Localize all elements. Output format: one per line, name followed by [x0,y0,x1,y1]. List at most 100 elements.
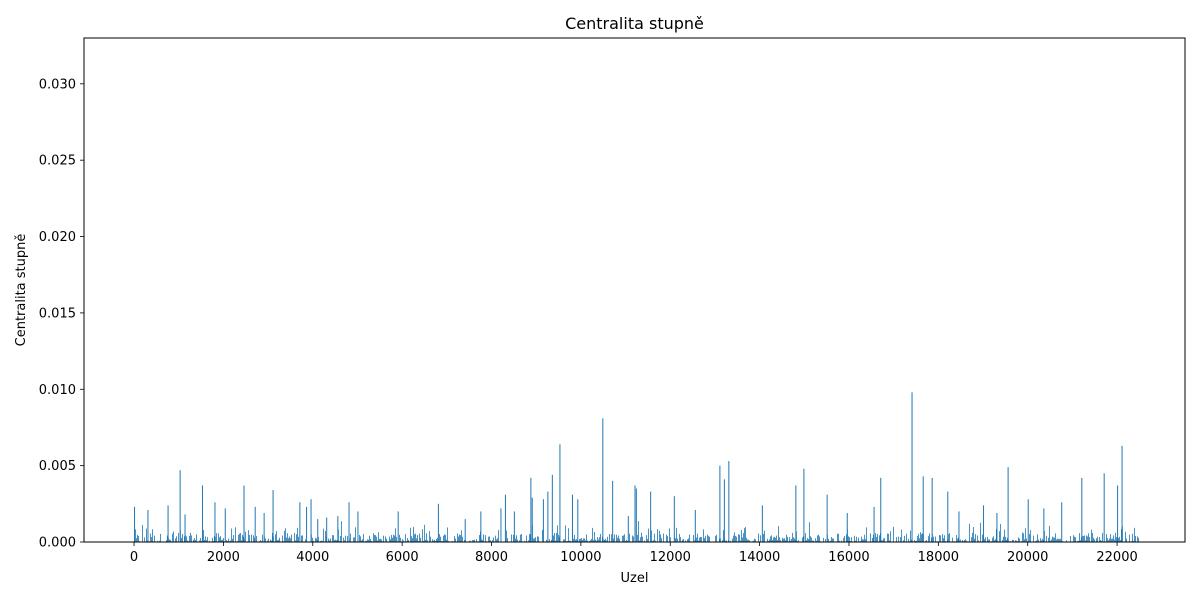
bar-minor [1048,537,1049,542]
bar-minor [383,535,384,542]
bar-minor [270,539,271,542]
bar-minor [437,537,438,542]
bar-minor [741,530,742,542]
bar-peak [947,491,949,542]
chart-title: Centralita stupně [565,14,704,33]
bar-minor [245,531,246,542]
bar-minor [290,538,291,542]
bar-peak [167,505,169,542]
bar-peak [464,519,466,542]
bar-minor [203,529,204,542]
bar-minor [354,537,355,542]
plot-area [84,38,1185,542]
bar-minor [396,536,397,542]
bar-minor [417,535,418,542]
bar-peak [931,477,933,542]
bar-minor [390,539,391,542]
bar-minor [655,540,656,542]
bar-minor [862,539,863,542]
bar-minor [1099,537,1100,542]
bar-minor [1112,538,1113,542]
bar-minor [1092,533,1093,542]
bar-minor [576,539,577,542]
bar-minor [249,534,250,542]
bar-minor [771,535,772,542]
bar-minor [414,534,415,542]
bar-minor [448,540,449,542]
bar-minor [323,528,324,542]
bar-peak [306,506,308,542]
bar-minor [632,535,633,542]
bar-minor [452,540,453,542]
bar-minor [1121,529,1122,542]
bar-minor [422,529,423,542]
bar-minor [1056,539,1057,542]
bar-minor [793,537,794,542]
bar-minor [1075,537,1076,542]
bar-minor [647,538,648,542]
bar-minor [705,535,706,542]
bar-minor [701,537,702,542]
bar-peak [911,392,913,542]
bar-minor [483,534,484,542]
bar-minor [789,537,790,542]
bar-minor [1083,535,1084,542]
bar-minor [969,523,970,542]
bar-minor [682,539,683,542]
bar-minor [1102,532,1103,542]
bar-minor [677,538,678,542]
bar-minor [565,525,566,542]
bar-minor [151,537,152,542]
bar-minor [296,534,297,542]
bar-minor [253,535,254,542]
bar-minor [920,532,921,542]
bar-minor [222,539,223,542]
bar-minor [740,540,741,542]
bar-minor [779,537,780,542]
bar-minor [199,540,200,542]
bar-minor [988,539,989,542]
bar-minor [914,540,915,542]
bar-minor [214,535,215,542]
bar-minor [476,539,477,542]
bar-minor [243,536,244,542]
bar-peak [1103,473,1105,542]
bar-minor [284,530,285,542]
bar-minor [1125,531,1126,542]
bar-minor [262,534,263,542]
bar-minor [147,540,148,542]
bar-minor [209,540,210,542]
bar-minor [524,540,525,542]
bar-minor [1004,529,1005,542]
bar-minor [231,528,232,542]
bar-minor [587,540,588,542]
bar-minor [1086,535,1087,542]
bar-minor [974,538,975,542]
bar-minor [455,538,456,542]
bar-minor [1036,540,1037,542]
bar-minor [730,540,731,542]
bar-minor [516,535,517,542]
bar-minor [887,533,888,542]
bar-minor [1111,538,1112,542]
bar-minor [226,540,227,542]
bar-peak [673,496,675,542]
bar-minor [434,539,435,542]
bar-minor [646,535,647,542]
bar-minor [763,533,764,542]
bar-minor [590,540,591,542]
bar-peak [958,511,960,542]
bar-minor [196,534,197,542]
bar-minor [415,533,416,542]
bar-minor [538,536,539,542]
bar-minor [353,537,354,542]
bar-minor [425,539,426,542]
bar-minor [884,538,885,542]
bar-minor [697,533,698,542]
bar-peak [214,502,216,542]
bar-minor [1109,538,1110,542]
bar-minor [412,538,413,542]
bar-minor [776,535,777,542]
bar-minor [189,535,190,542]
bar-minor [589,540,590,542]
